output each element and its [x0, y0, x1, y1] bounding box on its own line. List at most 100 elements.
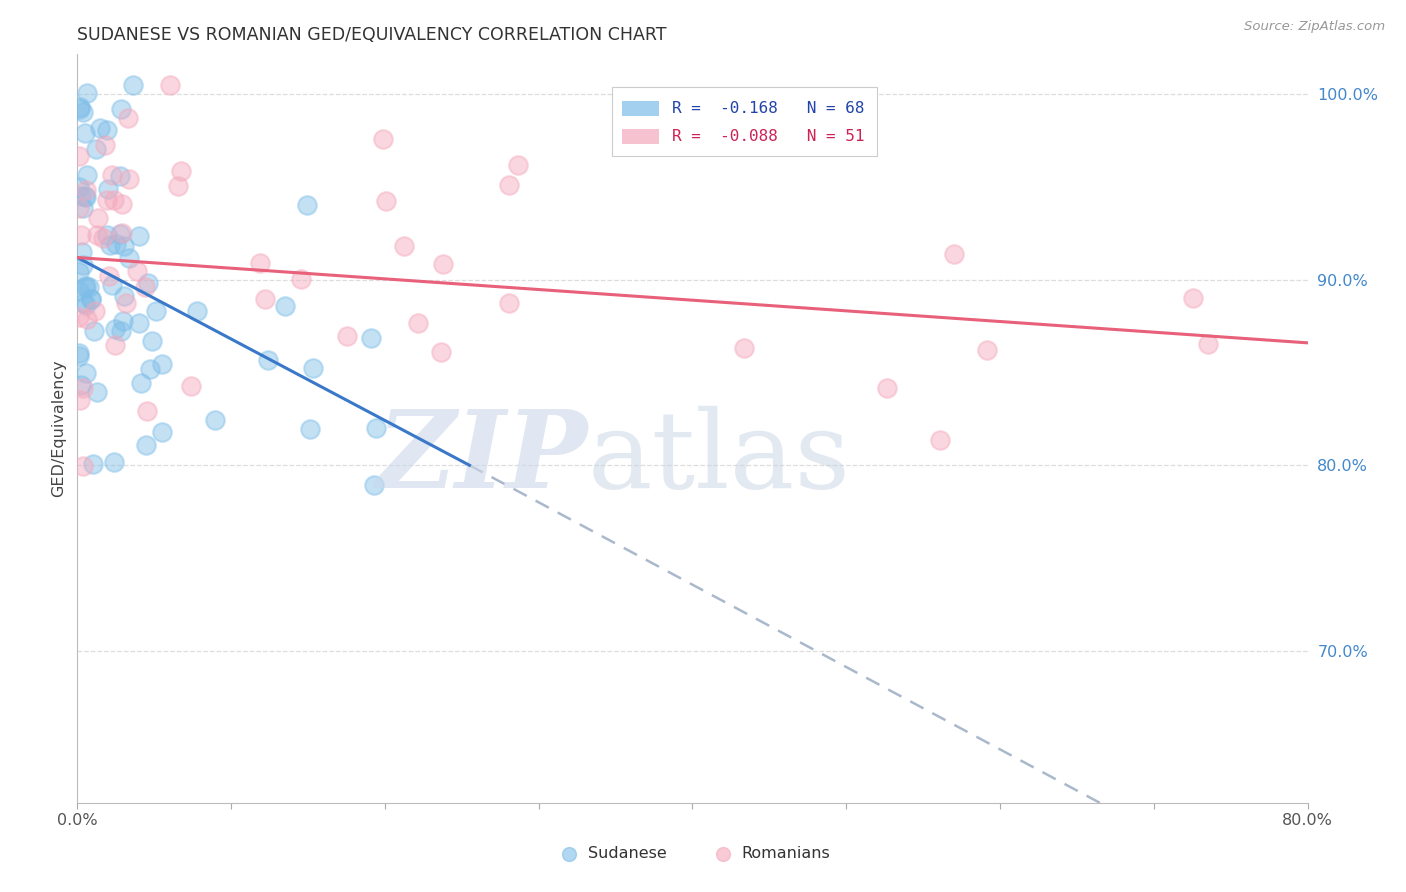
Point	[67, 310, 90, 325]
Point	[295, 198, 318, 212]
Point	[72, 459, 94, 474]
Point	[83, 303, 105, 318]
Point	[135, 403, 157, 417]
Point	[429, 344, 451, 359]
Point	[98, 237, 121, 252]
Point	[145, 303, 167, 318]
Point	[93, 231, 115, 245]
Point	[76, 86, 98, 100]
Point	[139, 361, 162, 376]
Point	[75, 184, 97, 198]
Point	[169, 164, 191, 178]
Point	[336, 329, 359, 343]
Point	[112, 239, 135, 253]
Point	[69, 100, 91, 114]
Point	[70, 245, 93, 260]
Point	[506, 158, 529, 172]
Text: ZIP: ZIP	[377, 405, 588, 511]
Point	[111, 226, 134, 240]
Point	[108, 227, 131, 242]
Point	[392, 239, 415, 253]
Point	[108, 169, 131, 184]
Point	[128, 316, 150, 330]
Point	[103, 193, 125, 207]
Point	[1181, 292, 1204, 306]
Point	[498, 296, 520, 310]
Point	[253, 293, 276, 307]
Point	[72, 104, 94, 119]
Point	[75, 366, 97, 380]
Point	[76, 312, 98, 326]
Point	[80, 293, 103, 307]
Point	[97, 269, 120, 284]
Point	[67, 350, 90, 364]
Point	[186, 304, 208, 318]
Text: Source: ZipAtlas.com: Source: ZipAtlas.com	[1244, 20, 1385, 33]
Point	[70, 378, 93, 392]
Point	[96, 123, 118, 137]
Point	[96, 227, 118, 242]
Point	[180, 379, 202, 393]
Point	[76, 168, 98, 182]
Bar	[623, 129, 659, 145]
Point	[67, 265, 90, 279]
Point	[876, 381, 898, 395]
Point	[290, 272, 312, 286]
Text: Romanians: Romanians	[742, 847, 831, 862]
Point	[249, 255, 271, 269]
Point	[125, 264, 148, 278]
Text: R =  -0.168   N = 68: R = -0.168 N = 68	[672, 101, 865, 116]
Point	[103, 455, 125, 469]
Point	[117, 111, 139, 125]
Point	[110, 196, 132, 211]
Point	[150, 425, 173, 439]
Point	[204, 413, 226, 427]
Point	[104, 337, 127, 351]
Point	[942, 246, 965, 260]
Point	[432, 256, 454, 270]
Point	[110, 102, 132, 116]
Y-axis label: GED/Equivalency: GED/Equivalency	[51, 359, 66, 497]
Point	[929, 433, 952, 447]
Point	[159, 78, 181, 92]
FancyBboxPatch shape	[613, 87, 877, 156]
Point	[1197, 337, 1219, 351]
Point	[82, 457, 104, 471]
Text: Sudanese: Sudanese	[588, 847, 666, 862]
Point	[273, 299, 295, 313]
Point	[118, 251, 141, 265]
Point	[75, 298, 97, 312]
Point	[733, 341, 755, 355]
Point	[112, 289, 135, 303]
Point	[135, 438, 157, 452]
Point	[67, 202, 90, 216]
Point	[75, 126, 97, 140]
Point	[75, 189, 97, 203]
Point	[373, 132, 395, 146]
Point	[84, 143, 107, 157]
Point	[86, 227, 108, 242]
Point	[302, 360, 325, 375]
Point	[498, 178, 520, 192]
Point	[72, 259, 94, 273]
Point	[77, 280, 100, 294]
Point	[105, 236, 128, 251]
Point	[72, 202, 94, 216]
Point	[75, 190, 97, 204]
Point	[67, 284, 90, 298]
Point	[112, 313, 135, 327]
Text: SUDANESE VS ROMANIAN GED/EQUIVALENCY CORRELATION CHART: SUDANESE VS ROMANIAN GED/EQUIVALENCY COR…	[77, 26, 666, 44]
Point	[86, 385, 108, 400]
Point	[366, 420, 388, 434]
Point	[73, 295, 96, 310]
Point	[134, 280, 156, 294]
Point	[115, 295, 138, 310]
Point	[80, 292, 103, 306]
Point	[129, 376, 152, 390]
Point	[67, 346, 90, 360]
Point	[89, 120, 111, 135]
Point	[97, 182, 120, 196]
Point	[96, 193, 118, 207]
Point	[100, 278, 122, 293]
Point	[70, 227, 93, 242]
